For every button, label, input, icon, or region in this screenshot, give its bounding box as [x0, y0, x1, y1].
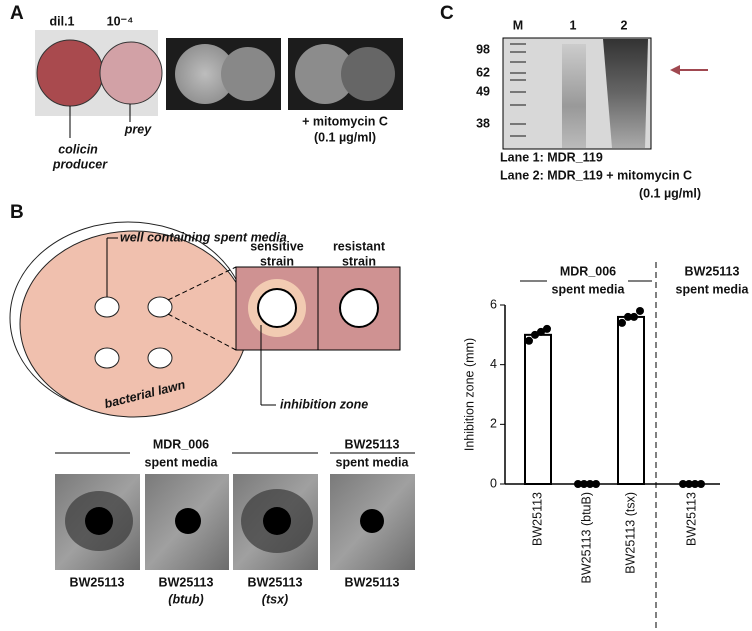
zoom-line — [167, 313, 237, 351]
label: strain — [260, 254, 294, 268]
label: producer — [52, 157, 108, 171]
label: resistant — [333, 239, 386, 253]
data-point — [691, 480, 699, 488]
label: (0.1 µg/ml) — [314, 130, 376, 144]
label: strain — [342, 254, 376, 268]
lane-smear — [603, 39, 648, 148]
spot — [341, 47, 395, 101]
strain: (tsx) — [262, 592, 288, 606]
panel-label: B — [10, 202, 24, 223]
panel-label: A — [10, 3, 24, 24]
dilution: dil.1 — [49, 14, 74, 28]
x-tick-label: BW25113 (tsx) — [623, 492, 637, 574]
label: prey — [124, 122, 152, 136]
dilution: 10⁻⁴ — [107, 14, 134, 28]
strain: BW25113 — [159, 575, 214, 589]
data-point — [624, 312, 632, 321]
data-point — [630, 312, 638, 321]
bar — [524, 333, 552, 486]
x-tick-label: BW25113 (btuB) — [579, 492, 593, 583]
group-label: spent media — [552, 282, 626, 296]
strain: BW25113 — [248, 575, 303, 589]
photos — [55, 474, 415, 570]
data-point — [618, 318, 626, 327]
lane-smear — [562, 44, 586, 148]
group-label: MDR_006 — [560, 264, 616, 278]
data-point — [543, 324, 551, 333]
group-label: MDR_006 — [153, 437, 209, 451]
legend: Lane 2: MDR_119 + mitomycin C — [500, 168, 692, 182]
data-point — [685, 480, 693, 488]
y-tick-label: 4 — [490, 357, 497, 371]
lane-label: 1 — [570, 18, 577, 32]
group-label: spent media — [336, 455, 410, 469]
data-point — [580, 480, 588, 488]
spot — [221, 47, 275, 101]
data-point — [537, 327, 545, 336]
group-label: spent media — [145, 455, 219, 469]
strain: BW25113 — [70, 575, 125, 589]
spot — [36, 39, 104, 107]
marker-label: 49 — [476, 84, 490, 98]
group-label: spent media — [676, 282, 750, 296]
group-label: BW25113 — [685, 264, 740, 278]
ladder — [510, 43, 526, 137]
legend: Lane 1: MDR_119 — [500, 150, 603, 164]
marker-label: 38 — [476, 116, 490, 130]
x-tick-label: BW25113 — [530, 492, 544, 546]
data-point — [586, 480, 594, 488]
data-point — [574, 480, 582, 488]
panel-label: C — [440, 3, 454, 24]
label: sensitive — [250, 239, 304, 253]
marker-label: 62 — [476, 65, 490, 79]
spot — [295, 44, 355, 104]
marker-label: 98 — [476, 42, 490, 56]
data-point — [697, 480, 705, 488]
legend: (0.1 µg/ml) — [639, 186, 701, 200]
label: well containing spent media — [120, 230, 287, 244]
well — [339, 288, 379, 328]
spot — [175, 44, 235, 104]
data-point — [592, 480, 600, 488]
label: colicin — [58, 142, 98, 156]
lane-label: 2 — [621, 18, 628, 32]
lane-label: M — [513, 18, 523, 32]
label: inhibition zone — [280, 397, 368, 411]
data-point — [636, 306, 644, 315]
bar — [617, 315, 645, 485]
data-point — [525, 336, 533, 345]
y-tick-label: 2 — [490, 417, 497, 431]
label: + mitomycin C — [302, 114, 388, 128]
data-point — [679, 480, 687, 488]
strain: BW25113 — [345, 575, 400, 589]
zoom-line — [167, 266, 237, 301]
strain: (btub) — [168, 592, 203, 606]
y-axis-label: Inhibition zone (mm) — [462, 338, 476, 451]
x-tick-label: BW25113 — [684, 492, 698, 546]
y-tick-label: 6 — [490, 297, 497, 311]
group-label: BW25113 — [345, 437, 400, 451]
well — [257, 288, 297, 328]
y-tick-label: 0 — [490, 476, 497, 490]
arrow-head — [670, 65, 680, 75]
spot — [99, 41, 163, 105]
data-point — [531, 330, 539, 339]
markers: 98 62 49 38 — [476, 42, 490, 130]
